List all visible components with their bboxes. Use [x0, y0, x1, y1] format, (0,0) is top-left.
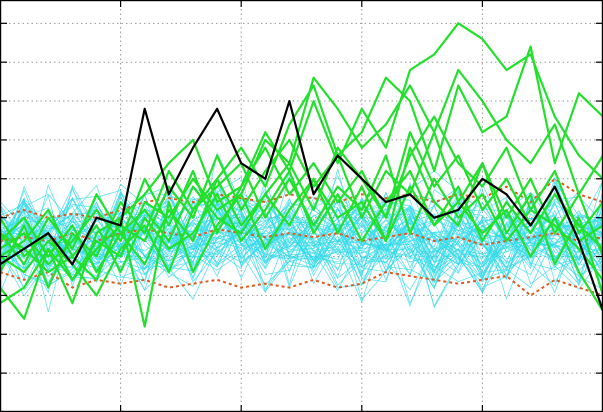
band-series-line-1 — [0, 228, 603, 246]
background-series-line — [0, 197, 603, 289]
background-series-line — [0, 170, 603, 281]
background-series-line — [0, 190, 603, 297]
background-series-line — [0, 176, 603, 293]
highlight-series-group — [0, 22, 603, 328]
background-series-line — [0, 195, 603, 289]
reference-series-line — [0, 99, 603, 312]
reference-series-group — [0, 99, 603, 312]
highlight-series-line-5 — [0, 131, 603, 266]
highlight-series-line-9 — [0, 169, 603, 274]
background-series-line — [0, 186, 603, 277]
background-series-line — [0, 192, 603, 301]
highlight-series-line-0 — [0, 22, 603, 281]
background-series-line — [0, 182, 603, 291]
band-series-line-2 — [0, 271, 603, 297]
highlight-series-line-4 — [0, 146, 603, 328]
highlight-series-line-1 — [0, 45, 603, 297]
highlight-series-line-3 — [0, 115, 603, 274]
